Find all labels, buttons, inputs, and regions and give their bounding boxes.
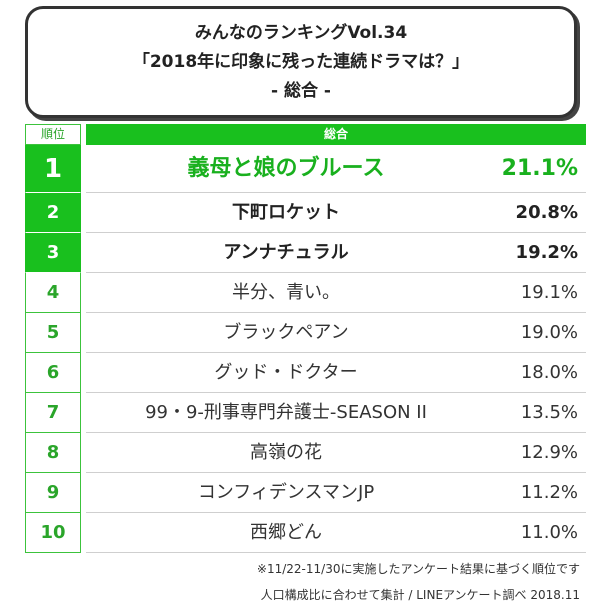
drama-title: 半分、青い。: [232, 282, 340, 303]
vote-percentage: 13.5%: [520, 402, 578, 423]
rank-number: 8: [25, 433, 81, 473]
rank-number: 3: [25, 233, 81, 273]
drama-title: 高嶺の花: [250, 442, 322, 463]
category-column-header: 総合: [86, 124, 586, 145]
title-box: みんなのランキングVol.34 「2018年に印象に残った連続ドラマは？」 - …: [25, 6, 577, 118]
drama-title: 下町ロケット: [232, 202, 340, 223]
ranking-row: 3 アンナチュラル 19.2%: [25, 233, 586, 273]
rank-number: 2: [25, 193, 81, 233]
category-subtitle: - 総合 -: [271, 81, 331, 101]
vote-percentage: 11.0%: [520, 522, 578, 543]
ranking-cell: 半分、青い。 19.1%: [86, 273, 586, 313]
rank-number: 5: [25, 313, 81, 353]
ranking-row: 2 下町ロケット 20.8%: [25, 193, 586, 233]
vote-percentage: 20.8%: [515, 202, 578, 223]
ranking-cell: 西郷どん 11.0%: [86, 513, 586, 553]
drama-title: 義母と娘のブルース: [187, 156, 385, 181]
vote-percentage: 18.0%: [520, 362, 578, 383]
drama-title: アンナチュラル: [223, 242, 349, 263]
ranking-cell: 下町ロケット 20.8%: [86, 193, 586, 233]
ranking-row: 6 グッド・ドクター 18.0%: [25, 353, 586, 393]
ranking-row: 5 ブラックペアン 19.0%: [25, 313, 586, 353]
ranking-row: 1 義母と娘のブルース 21.1%: [25, 145, 586, 193]
drama-title: グッド・ドクター: [214, 362, 358, 383]
drama-title: 99・9-刑事専門弁護士-SEASON II: [145, 402, 427, 423]
vote-percentage: 19.0%: [520, 322, 578, 343]
ranking-cell: グッド・ドクター 18.0%: [86, 353, 586, 393]
ranking-cell: 義母と娘のブルース 21.1%: [86, 145, 586, 193]
ranking-cell: コンフィデンスマンJP 11.2%: [86, 473, 586, 513]
ranking-row: 10 西郷どん 11.0%: [25, 513, 586, 553]
ranking-row: 4 半分、青い。 19.1%: [25, 273, 586, 313]
rank-number: 10: [25, 513, 81, 553]
source-credit: 人口構成比に合わせて集計 / LINEアンケート調べ 2018.11: [260, 588, 580, 602]
drama-title: コンフィデンスマンJP: [197, 482, 375, 503]
ranking-row: 8 高嶺の花 12.9%: [25, 433, 586, 473]
ranking-cell: 高嶺の花 12.9%: [86, 433, 586, 473]
ranking-row: 9 コンフィデンスマンJP 11.2%: [25, 473, 586, 513]
rank-number: 1: [25, 145, 81, 193]
rank-number: 9: [25, 473, 81, 513]
rank-number: 7: [25, 393, 81, 433]
vote-percentage: 19.1%: [520, 282, 578, 303]
vote-percentage: 19.2%: [515, 242, 578, 263]
rank-number: 6: [25, 353, 81, 393]
ranking-cell: アンナチュラル 19.2%: [86, 233, 586, 273]
ranking-cell: 99・9-刑事専門弁護士-SEASON II 13.5%: [86, 393, 586, 433]
rank-number: 4: [25, 273, 81, 313]
drama-title: 西郷どん: [250, 522, 322, 543]
survey-question: 「2018年に印象に残った連続ドラマは？」: [132, 52, 470, 72]
rank-column-header: 順位: [25, 124, 81, 145]
vote-percentage: 12.9%: [520, 442, 578, 463]
vote-percentage: 21.1%: [501, 156, 578, 181]
ranking-row: 7 99・9-刑事専門弁護士-SEASON II 13.5%: [25, 393, 586, 433]
survey-volume-title: みんなのランキングVol.34: [194, 23, 408, 43]
drama-title: ブラックペアン: [223, 322, 349, 343]
survey-note: ※11/22-11/30に実施したアンケート結果に基づく順位です: [256, 562, 580, 576]
vote-percentage: 11.2%: [520, 482, 578, 503]
ranking-cell: ブラックペアン 19.0%: [86, 313, 586, 353]
